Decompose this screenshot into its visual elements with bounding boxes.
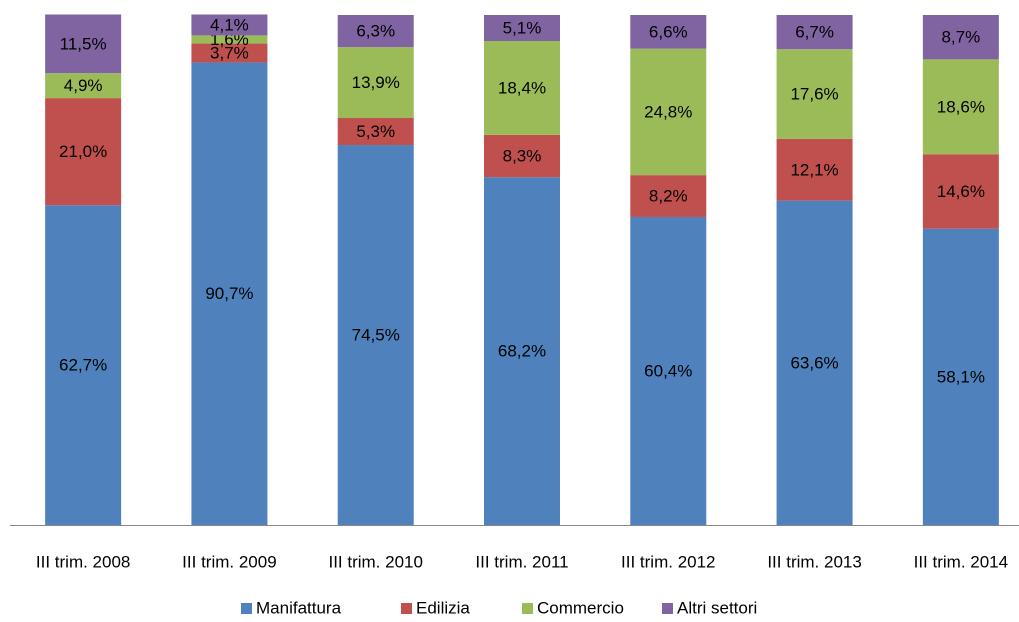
bar-segment (191, 35, 268, 44)
data-label: 62,7% (59, 356, 107, 375)
data-label: 18,4% (498, 78, 546, 97)
data-label: 24,8% (644, 102, 692, 121)
bar-segment (337, 118, 414, 146)
data-label: 8,7% (941, 28, 980, 47)
bar-segment (776, 138, 853, 201)
legend-label: Altri settori (677, 598, 757, 617)
bar-segment (45, 73, 122, 99)
data-label: 6,6% (649, 22, 688, 41)
x-tick-label: III trim. 2010 (328, 552, 422, 571)
legend-label: Commercio (537, 598, 624, 617)
bar-segment (484, 15, 560, 42)
x-tick-label: III trim. 2008 (36, 552, 130, 571)
bar-segment (484, 177, 560, 525)
bar-segment (45, 98, 122, 206)
x-tick-label: III trim. 2009 (182, 552, 276, 571)
bar-segment (776, 15, 853, 50)
data-label: 18,6% (937, 97, 985, 116)
data-label: 4,1% (210, 15, 249, 34)
data-label: 90,7% (205, 284, 253, 303)
data-label: 5,3% (356, 122, 395, 141)
legend-swatch (241, 603, 252, 614)
legend-label: Manifattura (256, 598, 342, 617)
data-label: 4,9% (64, 76, 103, 95)
bar-segment (45, 205, 122, 526)
data-label: 3,7% (210, 43, 249, 62)
bar-segment (484, 41, 560, 135)
legend-swatch (401, 603, 412, 614)
data-label: 5,1% (503, 18, 542, 37)
bar-segment (630, 15, 707, 49)
bar-segment (776, 200, 853, 525)
data-label: 58,1% (937, 367, 985, 386)
bar-segment (922, 154, 999, 229)
bar-segment (45, 14, 122, 74)
bar-segment (191, 14, 268, 36)
bar-segment (337, 47, 414, 119)
bar-segment (191, 43, 268, 63)
bar-segment (337, 15, 414, 48)
bar-segment (922, 59, 999, 155)
data-label: 12,1% (790, 160, 838, 179)
data-label: 74,5% (352, 326, 400, 345)
bar-segment (191, 62, 268, 526)
data-label: 13,9% (352, 73, 400, 92)
data-label: 8,2% (649, 187, 688, 206)
x-tick-label: III trim. 2014 (914, 552, 1008, 571)
bar-segment (922, 15, 999, 60)
data-label: 6,3% (356, 22, 395, 41)
data-label: 8,3% (503, 146, 542, 165)
data-label: 11,5% (60, 34, 107, 53)
bar-segment (630, 175, 707, 217)
legend-label: Edilizia (416, 598, 470, 617)
bar-segment (630, 216, 707, 525)
data-label: 17,6% (790, 85, 838, 104)
data-label: 6,7% (795, 23, 834, 42)
data-label: 21,0% (59, 142, 107, 161)
bar-segment (484, 134, 560, 178)
data-label: 63,6% (790, 353, 838, 372)
bar-segment (776, 49, 853, 139)
legend-swatch (662, 603, 673, 614)
data-label: 68,2% (498, 342, 546, 361)
bar-segment (922, 228, 999, 525)
legend-swatch (522, 603, 533, 614)
bar-segment (630, 48, 707, 176)
x-tick-label: III trim. 2011 (475, 552, 568, 571)
x-tick-label: III trim. 2013 (767, 552, 861, 571)
data-label: 14,6% (937, 182, 985, 201)
data-label: 60,4% (644, 361, 692, 380)
bar-segment (337, 145, 414, 526)
x-tick-label: III trim. 2012 (621, 552, 715, 571)
